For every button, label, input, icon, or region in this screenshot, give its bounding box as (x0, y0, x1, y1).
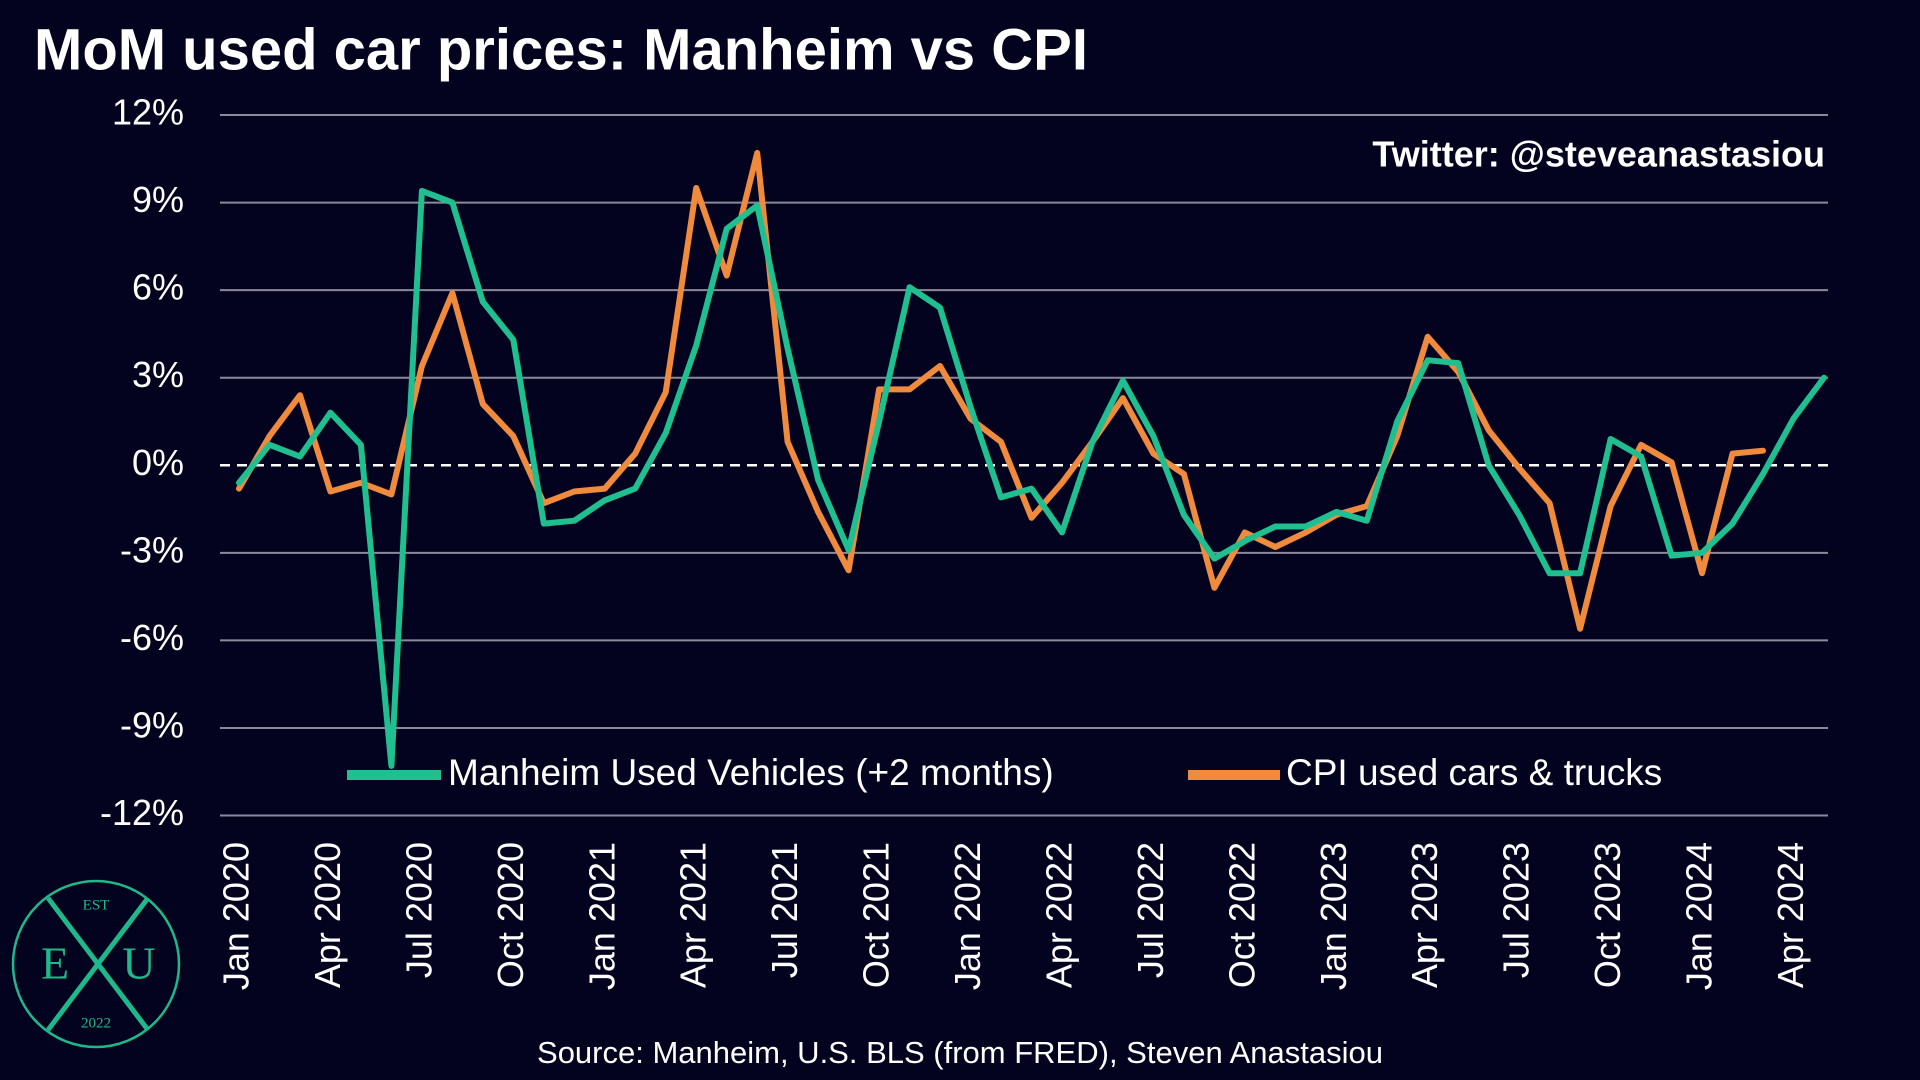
logo-text: 2022 (81, 1015, 111, 1031)
x-tick-label: Jan 2020 (216, 842, 257, 990)
logo-stroke (46, 896, 150, 1032)
annotation: Twitter: @steveanastasiou (1372, 134, 1825, 175)
x-tick-label: Oct 2023 (1587, 842, 1628, 988)
x-tick-label: Apr 2024 (1770, 842, 1811, 988)
x-tick-label: Jan 2024 (1679, 842, 1720, 990)
logo-text: U (122, 938, 155, 989)
y-tick-label: -6% (120, 617, 184, 658)
x-tick-label: Jan 2022 (947, 842, 988, 990)
legend-swatch (1188, 770, 1280, 780)
x-tick-label: Oct 2021 (856, 842, 897, 988)
x-tick-label: Apr 2021 (673, 842, 714, 988)
x-tick-label: Apr 2022 (1038, 842, 1079, 988)
y-tick-label: 9% (132, 179, 184, 220)
y-tick-label: 3% (132, 354, 184, 395)
x-tick-label: Jan 2021 (581, 842, 622, 990)
x-tick-label: Oct 2020 (490, 842, 531, 988)
x-tick-label: Jan 2023 (1313, 842, 1354, 990)
x-tick-label: Jul 2020 (398, 842, 439, 978)
chart-title: MoM used car prices: Manheim vs CPI (34, 17, 1088, 82)
y-tick-label: -3% (120, 529, 184, 570)
x-tick-label: Jul 2021 (764, 842, 805, 978)
legend-label: Manheim Used Vehicles (+2 months) (448, 752, 1054, 793)
logo-ring (11, 879, 181, 1049)
logo-text: EST (83, 897, 110, 913)
x-tick-label: Apr 2023 (1404, 842, 1445, 988)
y-tick-label: 0% (132, 442, 184, 483)
x-tick-label: Oct 2022 (1221, 842, 1262, 988)
logo-text: E (41, 938, 69, 989)
logo: EST E U 2022 (11, 879, 181, 1049)
x-tick-label: Jul 2023 (1496, 842, 1537, 978)
y-tick-label: -9% (120, 704, 184, 745)
y-tick-label: -12% (100, 792, 184, 833)
y-tick-label: 12% (112, 92, 184, 133)
data-line (236, 187, 1827, 769)
x-tick-label: Apr 2020 (307, 842, 348, 988)
source: Source: Manheim, U.S. BLS (from FRED), S… (537, 1035, 1383, 1070)
legend-label: CPI used cars & trucks (1286, 752, 1662, 793)
data-line (236, 149, 1766, 632)
y-tick-label: 6% (132, 267, 184, 308)
x-tick-label: Jul 2022 (1130, 842, 1171, 978)
legend-swatch (347, 770, 441, 780)
